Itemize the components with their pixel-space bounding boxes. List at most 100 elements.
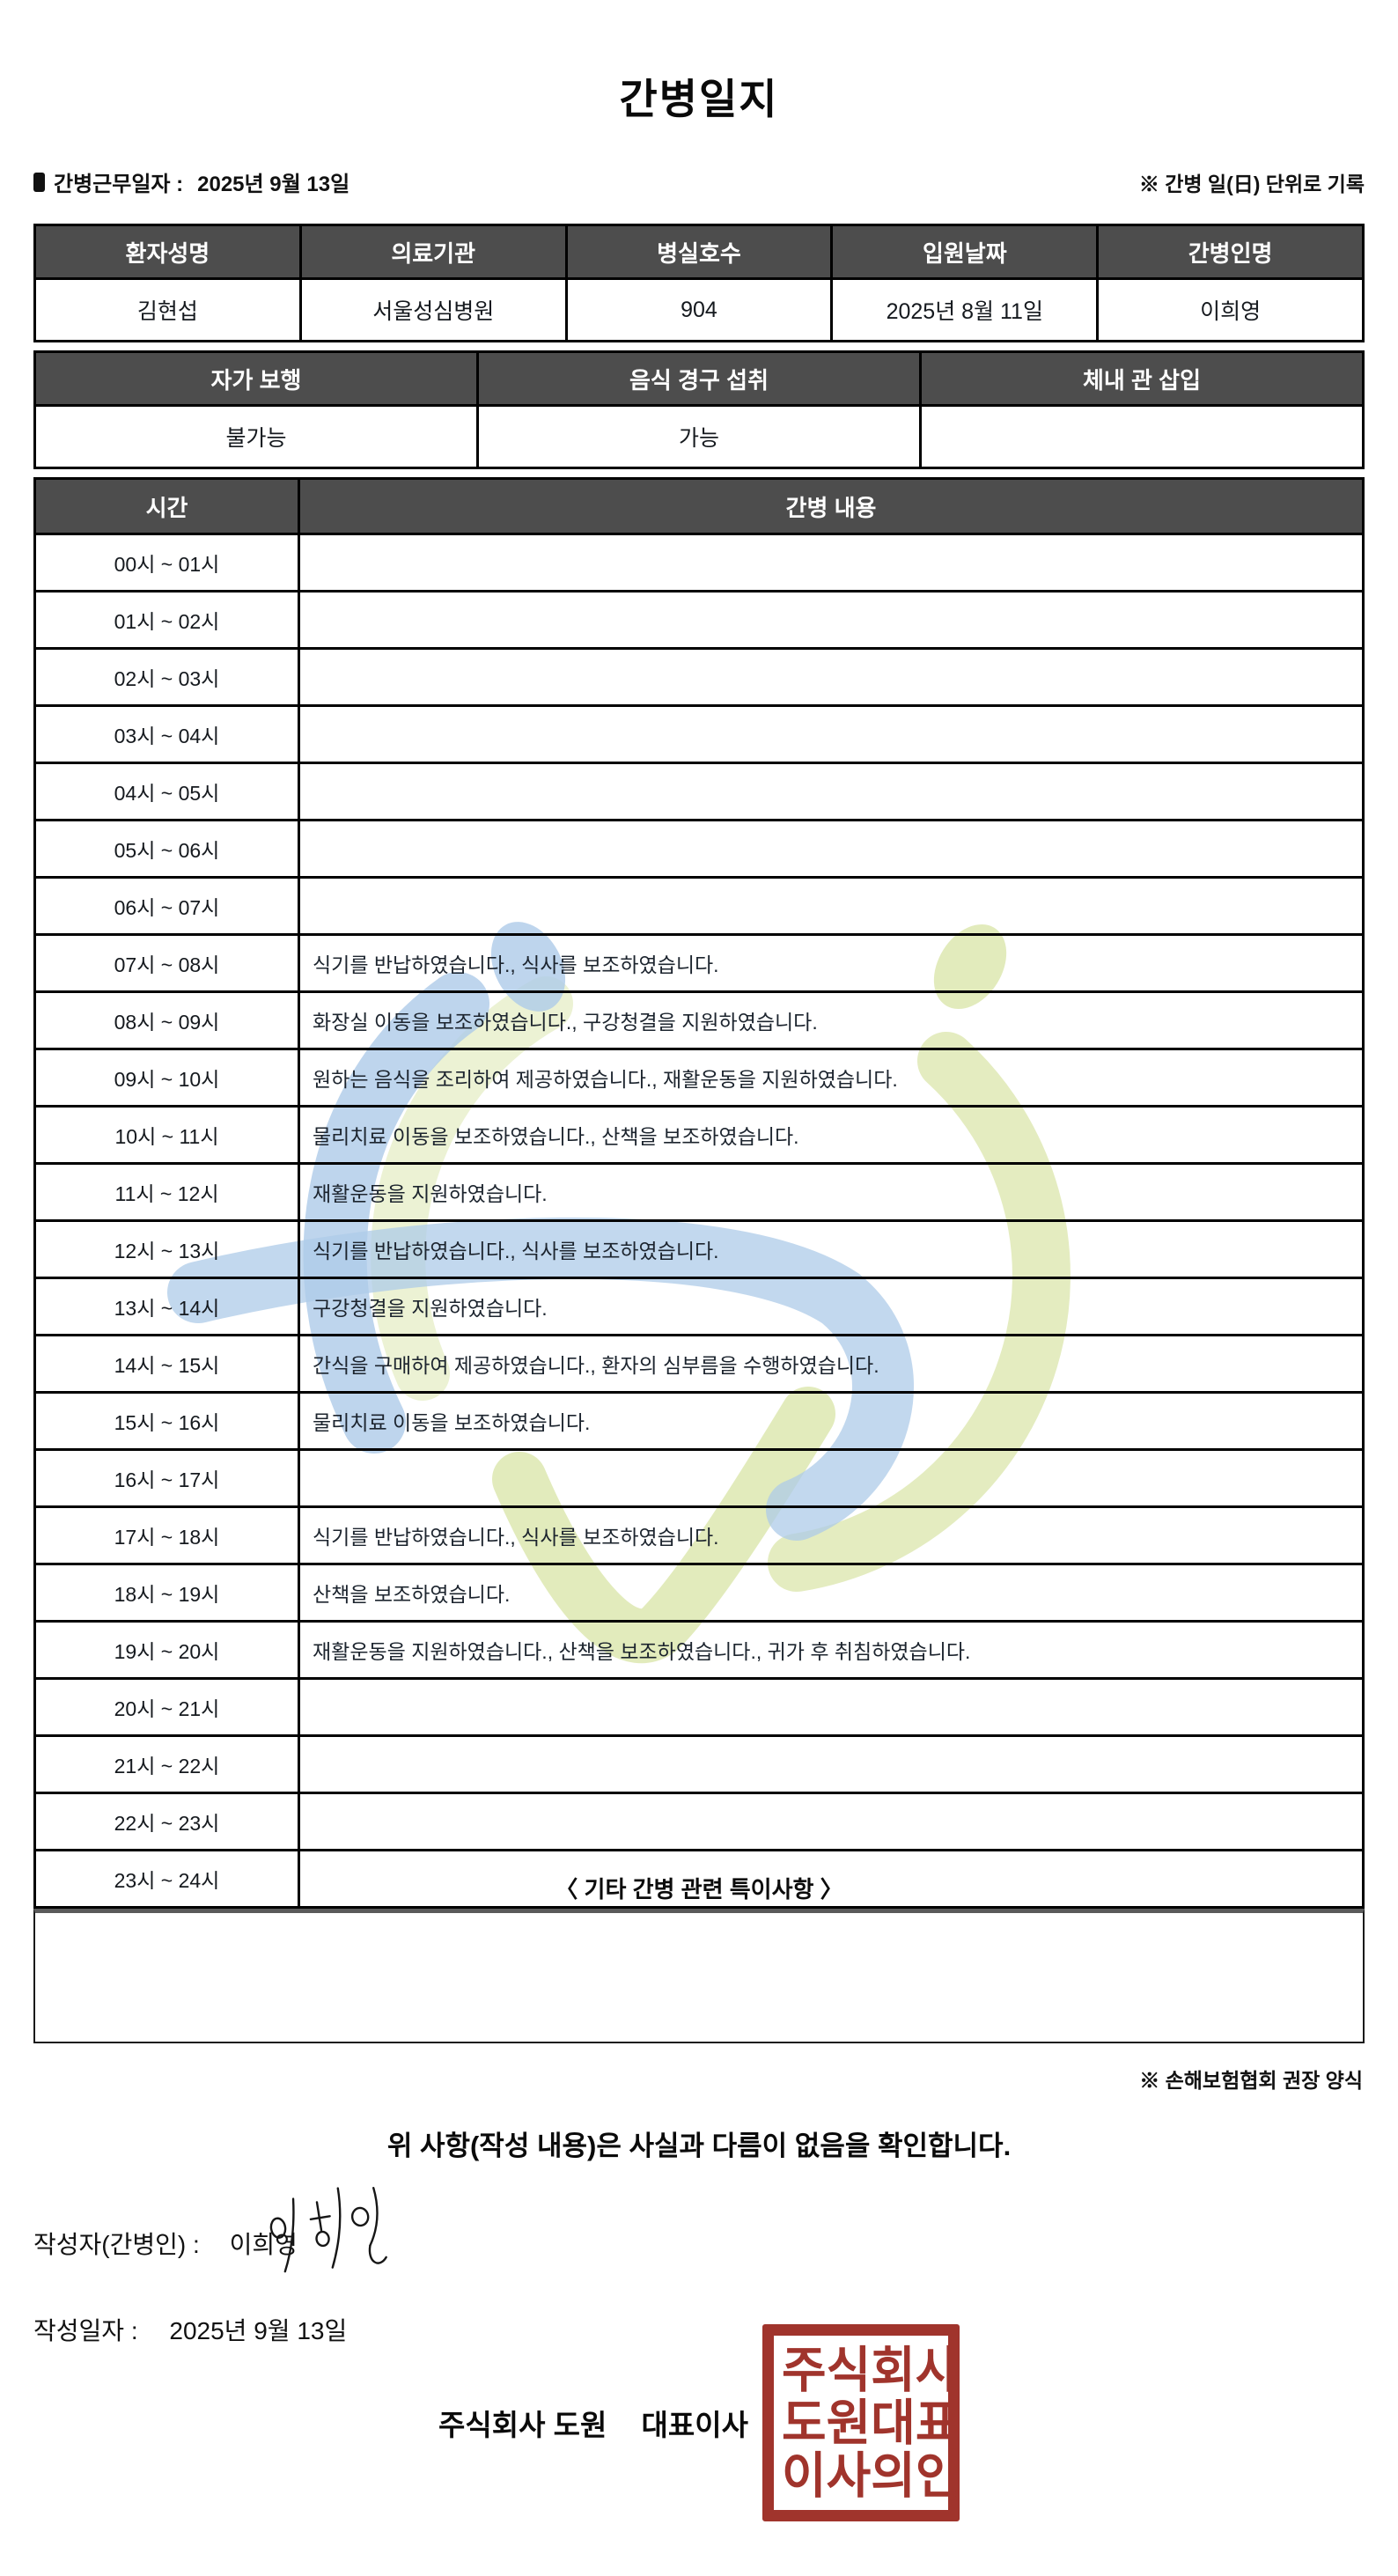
care-content: 식기를 반납하였습니다., 식사를 보조하였습니다. bbox=[298, 1219, 1365, 1279]
care-log-row: 15시 ~ 16시 물리치료 이동을 보조하였습니다. bbox=[33, 1391, 1365, 1451]
care-log-row: 09시 ~ 10시 원하는 음식을 조리하여 제공하였습니다., 재활운동을 지… bbox=[33, 1048, 1365, 1108]
time-slot: 03시 ~ 04시 bbox=[33, 704, 300, 764]
time-slot: 06시 ~ 07시 bbox=[33, 876, 300, 936]
header-room-number: 병실호수 bbox=[564, 224, 834, 280]
care-content: 식기를 반납하였습니다., 식사를 보조하였습니다. bbox=[298, 933, 1365, 993]
time-slot: 18시 ~ 19시 bbox=[33, 1563, 300, 1623]
company-name: 주식회사 도원 bbox=[438, 2409, 607, 2441]
patient-info-table: 환자성명 의료기관 병실호수 입원날짜 간병인명 김현섭 서울성심병원 904 … bbox=[33, 224, 1365, 342]
time-slot: 16시 ~ 17시 bbox=[33, 1448, 300, 1508]
time-slot: 10시 ~ 11시 bbox=[33, 1105, 300, 1165]
handwritten-signature bbox=[269, 2187, 387, 2273]
care-log-row: 22시 ~ 23시 bbox=[33, 1792, 1365, 1851]
special-notes-box[interactable] bbox=[33, 1909, 1365, 2043]
company-name-line: 주식회사 도원 대표이사 bbox=[438, 2402, 748, 2444]
time-slot: 05시 ~ 06시 bbox=[33, 819, 300, 879]
care-log-body: 00시 ~ 01시 01시 ~ 02시 02시 ~ 03시 03시 ~ 04시 … bbox=[33, 533, 1365, 1909]
time-slot: 00시 ~ 01시 bbox=[33, 533, 300, 592]
care-log-row: 03시 ~ 04시 bbox=[33, 704, 1365, 764]
work-date-label: 간병근무일자 : bbox=[54, 173, 184, 196]
recommended-form-note: ※ 손해보험협회 권장 양식 bbox=[1139, 2069, 1363, 2092]
header-caregiver-name: 간병인명 bbox=[1096, 224, 1365, 280]
room-number-value: 904 bbox=[564, 277, 834, 342]
care-content bbox=[298, 1448, 1365, 1508]
care-content bbox=[298, 1677, 1365, 1737]
time-slot: 13시 ~ 14시 bbox=[33, 1277, 300, 1336]
time-slot: 02시 ~ 03시 bbox=[33, 647, 300, 707]
care-content: 화장실 이동을 보조하였습니다., 구강청결을 지원하였습니다. bbox=[298, 990, 1365, 1050]
care-content bbox=[298, 704, 1365, 764]
writer-name: 이희영 bbox=[229, 2231, 298, 2258]
care-content: 간식을 구매하여 제공하였습니다., 환자의 심부름을 수행하였습니다. bbox=[298, 1334, 1365, 1394]
care-content bbox=[298, 647, 1365, 707]
caregiver-name-value: 이희영 bbox=[1096, 277, 1365, 342]
unit-note: ※ 간병 일(日) 단위로 기록 bbox=[1138, 173, 1365, 195]
oral-intake-value: 가능 bbox=[476, 404, 922, 469]
writer-label: 작성자(간병인) : bbox=[33, 2231, 200, 2258]
tube-insertion-value bbox=[919, 404, 1365, 469]
header-time: 시간 bbox=[33, 477, 300, 535]
patient-status-table: 자가 보행 음식 경구 섭취 체내 관 삽입 불가능 가능 bbox=[33, 350, 1365, 469]
header-admission-date: 입원날짜 bbox=[830, 224, 1100, 280]
care-content bbox=[298, 1849, 1365, 1909]
care-content bbox=[298, 876, 1365, 936]
care-content bbox=[298, 1734, 1365, 1794]
care-log-row: 11시 ~ 12시 재활운동을 지원하였습니다. bbox=[33, 1162, 1365, 1222]
self-walking-value: 불가능 bbox=[33, 404, 479, 469]
care-content: 원하는 음식을 조리하여 제공하였습니다., 재활운동을 지원하였습니다. bbox=[298, 1048, 1365, 1108]
header-oral-intake: 음식 경구 섭취 bbox=[476, 350, 922, 407]
header-patient-name: 환자성명 bbox=[33, 224, 302, 280]
time-slot: 12시 ~ 13시 bbox=[33, 1219, 300, 1279]
care-log-row: 07시 ~ 08시 식기를 반납하였습니다., 식사를 보조하였습니다. bbox=[33, 933, 1365, 993]
care-log-row: 12시 ~ 13시 식기를 반납하였습니다., 식사를 보조하였습니다. bbox=[33, 1219, 1365, 1279]
ceo-title: 대표이사 bbox=[641, 2409, 748, 2441]
patient-value-row: 김현섭 서울성심병원 904 2025년 8월 11일 이희영 bbox=[33, 277, 1365, 342]
time-slot: 21시 ~ 22시 bbox=[33, 1734, 300, 1794]
status-value-row: 불가능 가능 bbox=[33, 404, 1365, 469]
header-medical-institution: 의료기관 bbox=[298, 224, 568, 280]
care-content: 물리치료 이동을 보조하였습니다. bbox=[298, 1391, 1365, 1451]
medical-institution-value: 서울성심병원 bbox=[298, 277, 568, 342]
care-content bbox=[298, 819, 1365, 879]
care-log-row: 02시 ~ 03시 bbox=[33, 647, 1365, 707]
care-content bbox=[298, 533, 1365, 592]
care-log-row: 10시 ~ 11시 물리치료 이동을 보조하였습니다., 산책을 보조하였습니다… bbox=[33, 1105, 1365, 1165]
page-title: 간병일지 bbox=[619, 76, 779, 122]
time-slot: 14시 ~ 15시 bbox=[33, 1334, 300, 1394]
write-date-label: 작성일자 : bbox=[33, 2317, 138, 2344]
special-notes-heading: 〈 기타 간병 관련 특이사항 〉 bbox=[555, 1876, 843, 1903]
care-log-table: 시간 간병 내용 00시 ~ 01시 01시 ~ 02시 02시 ~ 03시 0… bbox=[33, 477, 1365, 1909]
writer-line: 작성자(간병인) : 이희영 bbox=[33, 2226, 298, 2261]
care-content bbox=[298, 1792, 1365, 1851]
work-date-value: 2025년 9월 13일 bbox=[197, 173, 350, 196]
confirmation-statement: 위 사항(작성 내용)은 사실과 다름이 없음을 확인합니다. bbox=[386, 2131, 1012, 2161]
care-content: 물리치료 이동을 보조하였습니다., 산책을 보조하였습니다. bbox=[298, 1105, 1365, 1165]
time-slot: 15시 ~ 16시 bbox=[33, 1391, 300, 1451]
time-slot: 23시 ~ 24시 bbox=[33, 1849, 300, 1909]
bullet-square-icon bbox=[33, 172, 45, 192]
care-log-row: 14시 ~ 15시 간식을 구매하여 제공하였습니다., 환자의 심부름을 수행… bbox=[33, 1334, 1365, 1394]
work-date-line: 간병근무일자 : 2025년 9월 13일 bbox=[33, 166, 350, 197]
care-content: 재활운동을 지원하였습니다. bbox=[298, 1162, 1365, 1222]
meta-row: 간병근무일자 : 2025년 9월 13일 ※ 간병 일(日) 단위로 기록 bbox=[33, 166, 1365, 197]
care-log-header-row: 시간 간병 내용 bbox=[33, 477, 1365, 535]
header-self-walking: 자가 보행 bbox=[33, 350, 479, 407]
care-log-row: 08시 ~ 09시 화장실 이동을 보조하였습니다., 구강청결을 지원하였습니… bbox=[33, 990, 1365, 1050]
care-log-row: 01시 ~ 02시 bbox=[33, 590, 1365, 650]
admission-date-value: 2025년 8월 11일 bbox=[830, 277, 1100, 342]
care-content: 산책을 보조하였습니다. bbox=[298, 1563, 1365, 1623]
status-header-row: 자가 보행 음식 경구 섭취 체내 관 삽입 bbox=[33, 350, 1365, 407]
write-date-value: 2025년 9월 13일 bbox=[169, 2317, 348, 2344]
care-log-row: 21시 ~ 22시 bbox=[33, 1734, 1365, 1794]
care-content bbox=[298, 590, 1365, 650]
write-date-line: 작성일자 : 2025년 9월 13일 bbox=[33, 2312, 347, 2347]
time-slot: 09시 ~ 10시 bbox=[33, 1048, 300, 1108]
time-slot: 22시 ~ 23시 bbox=[33, 1792, 300, 1851]
care-content bbox=[298, 762, 1365, 821]
care-content: 식기를 반납하였습니다., 식사를 보조하였습니다. bbox=[298, 1505, 1365, 1565]
